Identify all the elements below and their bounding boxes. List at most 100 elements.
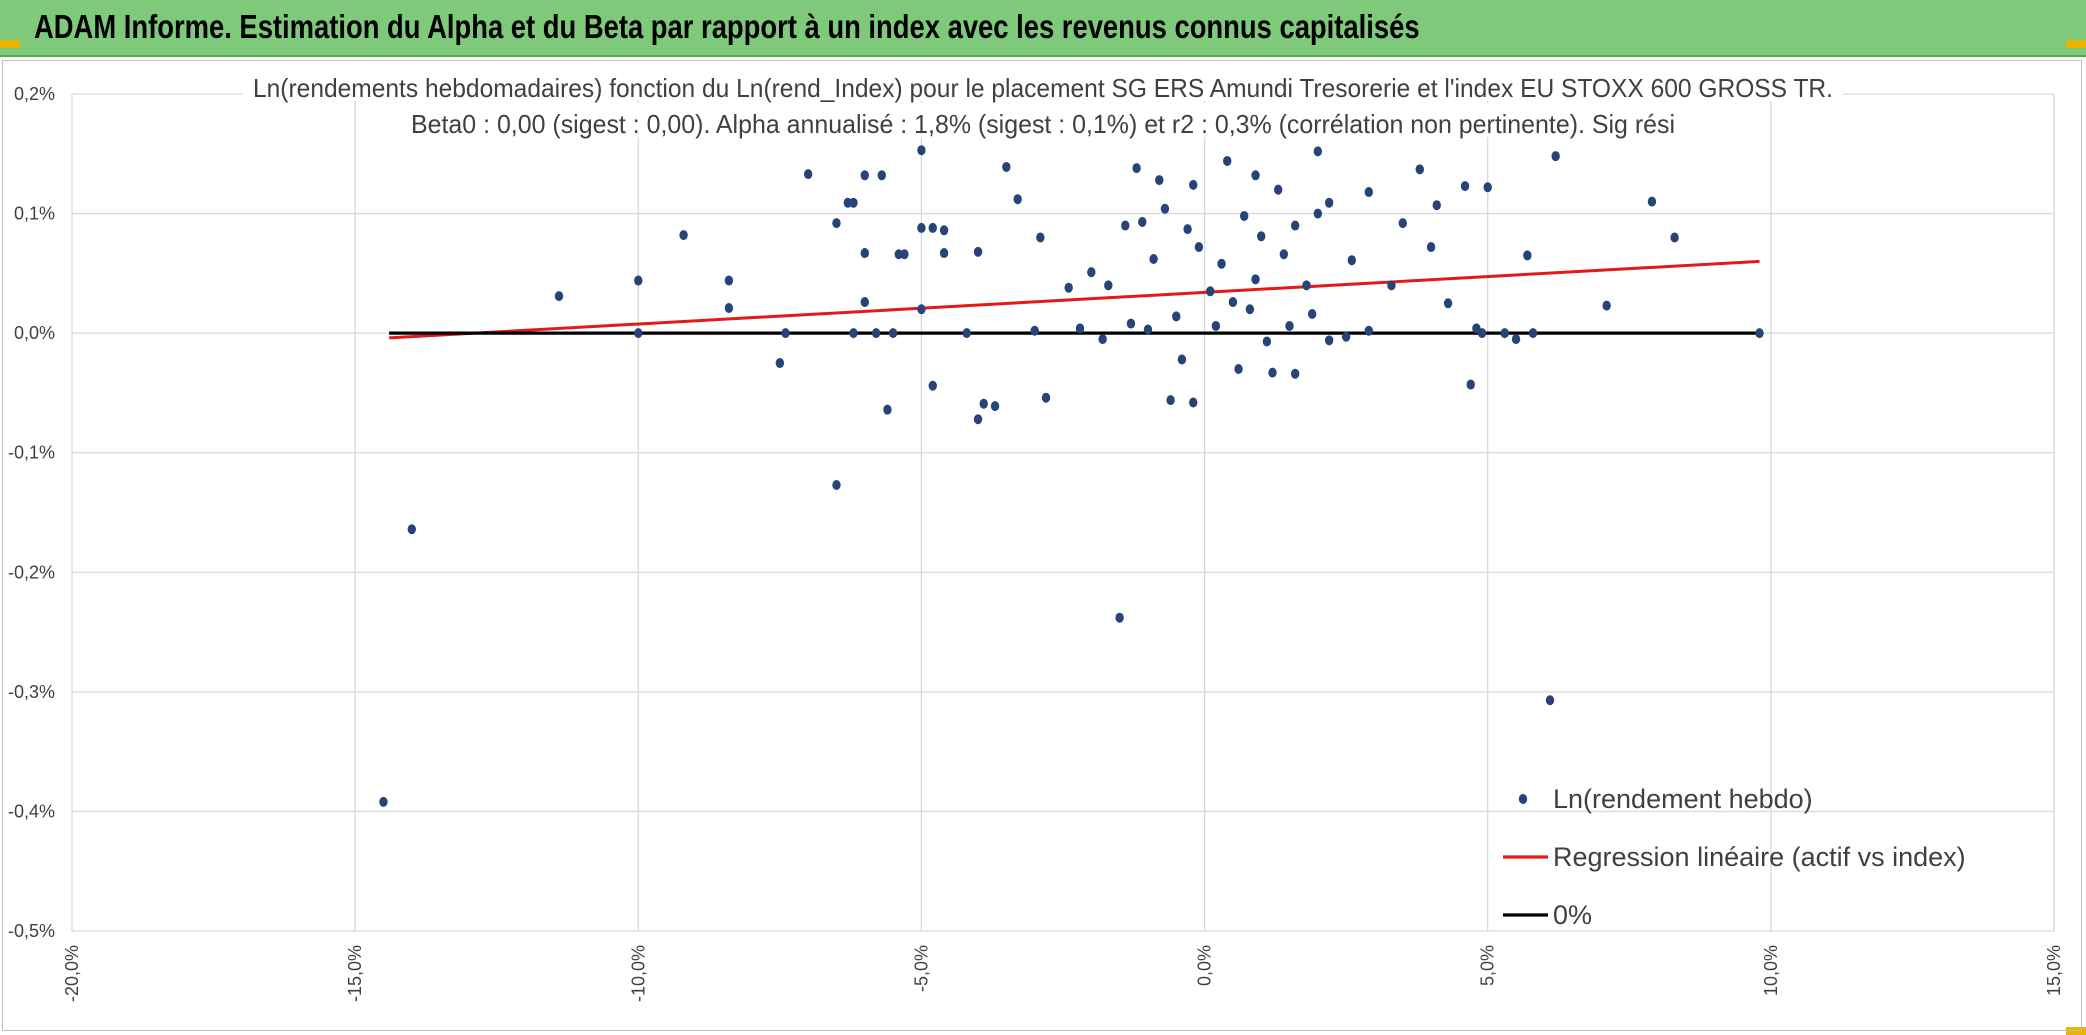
- scatter-point: [1460, 181, 1470, 192]
- scatter-point: [1121, 220, 1130, 231]
- scatter-point: [832, 479, 841, 490]
- scatter-point: [1160, 203, 1170, 214]
- scatter-point: [832, 218, 841, 229]
- scatter-point: [1364, 187, 1373, 198]
- scatter-point: [888, 328, 898, 339]
- legend: Ln(rendement hebdo) Regression linéaire (…: [1503, 784, 1966, 930]
- scatter-point: [1670, 232, 1679, 243]
- scatter-point: [1545, 695, 1555, 706]
- scatter-point: [1466, 379, 1475, 390]
- scatter-point: [860, 297, 869, 308]
- scatter-point: [679, 230, 688, 241]
- scatter-point: [1426, 242, 1436, 253]
- scatter-point: [1240, 210, 1249, 221]
- scatter-point: [1313, 208, 1323, 219]
- scatter-point: [1183, 224, 1192, 235]
- scatter-point: [1324, 335, 1334, 346]
- y-tick-label: -0,1%: [8, 443, 55, 463]
- scatter-point: [1290, 368, 1300, 379]
- y-tick-label: -0,3%: [8, 682, 55, 702]
- chart-area: Ln(rendements hebdomadaires) fonction du…: [2, 60, 2082, 1031]
- y-tick-label: -0,2%: [8, 562, 55, 582]
- regression-line: [389, 259, 1760, 340]
- scatter-point: [724, 275, 734, 286]
- scatter-point: [1443, 298, 1453, 309]
- scatter-point: [1279, 249, 1289, 260]
- scatter-point: [1551, 151, 1560, 162]
- scatter-point: [1234, 364, 1243, 375]
- scatter-point: [1313, 146, 1323, 157]
- scatter-point: [1398, 218, 1407, 229]
- x-tick-label: 10,0%: [1761, 945, 1781, 996]
- scatter-point: [1245, 304, 1255, 315]
- scatter-point: [849, 328, 858, 339]
- scatter-point: [1285, 320, 1294, 331]
- scatter-point: [1098, 334, 1107, 345]
- corner-marker: [2066, 1027, 2086, 1035]
- corner-marker: [2066, 40, 2086, 48]
- scatter-point: [1324, 197, 1334, 208]
- scatter-point: [1166, 395, 1175, 406]
- scatter-point: [973, 414, 983, 425]
- scatter-point: [634, 328, 643, 339]
- scatter-point: [917, 304, 926, 315]
- scatter-point: [1347, 255, 1357, 266]
- scatter-point: [1290, 220, 1300, 231]
- scatter-point: [1228, 297, 1238, 308]
- scatter-point: [1126, 318, 1136, 329]
- scatter-point: [1143, 324, 1153, 335]
- chart-title-group: Ln(rendements hebdomadaires) fonction du…: [243, 67, 1843, 139]
- scatter-point: [1211, 320, 1221, 331]
- scatter-point: [1189, 397, 1198, 408]
- scatter-point: [775, 358, 785, 369]
- scatter-point: [962, 328, 971, 339]
- scatter-point: [1647, 196, 1657, 207]
- scatter-point: [1341, 331, 1351, 342]
- scatter-point: [1172, 311, 1181, 322]
- scatter-point: [1087, 267, 1096, 278]
- scatter-point: [973, 246, 983, 257]
- legend-label: 0%: [1553, 900, 1592, 930]
- scatter-point: [1194, 242, 1204, 253]
- scatter-point: [1155, 175, 1164, 186]
- scatter-point: [849, 197, 858, 208]
- x-tick-label: -20,0%: [62, 945, 82, 1002]
- scatter-point: [1500, 328, 1509, 339]
- scatter-point: [1206, 286, 1215, 297]
- scatter-point: [803, 169, 813, 180]
- scatter-point: [939, 225, 949, 236]
- scatter-point: [860, 248, 869, 259]
- scatter-point: [1013, 194, 1022, 205]
- scatter-point: [1302, 280, 1311, 291]
- scatter-point: [1217, 258, 1226, 269]
- y-tick-label: -0,5%: [8, 921, 55, 941]
- scatter-point: [928, 222, 937, 233]
- scatter-point: [871, 328, 881, 339]
- report-banner: ADAM Informe. Estimation du Alpha et du …: [0, 0, 2086, 57]
- x-axis-ticks: -20,0% -15,0% -10,0% -5,0% 0,0% 5,0% 10,0% 15,0…: [62, 945, 2064, 1002]
- chart-title: Ln(rendements hebdomadaires) fonction du…: [253, 73, 1833, 103]
- scatter-point: [1387, 280, 1396, 291]
- scatter-point: [990, 401, 1000, 412]
- scatter-point: [1132, 163, 1141, 174]
- scatter-point: [634, 275, 643, 286]
- legend-label: Ln(rendement hebdo): [1553, 784, 1813, 814]
- x-tick-label: 15,0%: [2044, 945, 2064, 996]
- scatter-point: [1528, 328, 1538, 339]
- scatter-point: [379, 796, 388, 807]
- series-points: [379, 145, 1764, 807]
- scatter-point: [1432, 200, 1441, 211]
- x-tick-label: -5,0%: [911, 945, 931, 992]
- scatter-point: [1257, 231, 1266, 242]
- scatter-point: [1251, 274, 1260, 285]
- scatter-point: [1364, 325, 1373, 336]
- scatter-point: [1483, 182, 1492, 193]
- scatter-point: [781, 328, 790, 339]
- scatter-point: [1511, 334, 1521, 345]
- scatter-point: [1104, 280, 1113, 291]
- scatter-point: [1415, 164, 1424, 175]
- x-tick-label: -10,0%: [628, 945, 648, 1002]
- scatter-point: [1268, 367, 1277, 378]
- scatter-point: [1149, 254, 1158, 265]
- scatter-point: [1064, 282, 1073, 293]
